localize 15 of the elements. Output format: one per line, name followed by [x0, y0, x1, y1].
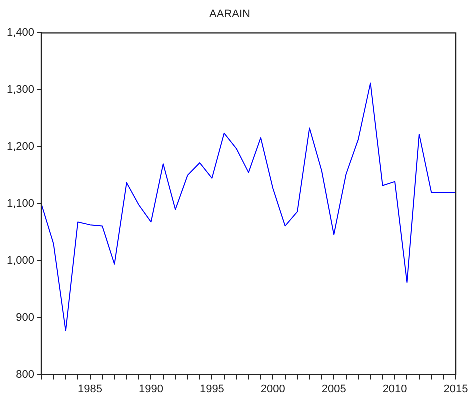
chart-title: AARAIN: [210, 8, 251, 21]
y-tick-label: 1,200: [6, 141, 35, 154]
x-tick-label: 2005: [322, 383, 346, 396]
y-tick-label: 1,400: [6, 27, 35, 40]
y-tick-label: 1,100: [6, 198, 35, 210]
x-tick-label: 2015: [444, 383, 468, 396]
x-tick-label: 1985: [78, 383, 103, 396]
y-tick-label: 1,000: [6, 254, 35, 267]
y-tick-label: 900: [16, 312, 35, 324]
y-tick-label: 800: [16, 368, 35, 381]
x-tick-label: 2010: [382, 383, 408, 396]
x-tick-label: 2000: [260, 383, 286, 396]
x-tick-label: 1995: [200, 383, 224, 396]
y-tick-label: 1,300: [6, 84, 35, 96]
x-tick-label: 1990: [139, 383, 164, 396]
